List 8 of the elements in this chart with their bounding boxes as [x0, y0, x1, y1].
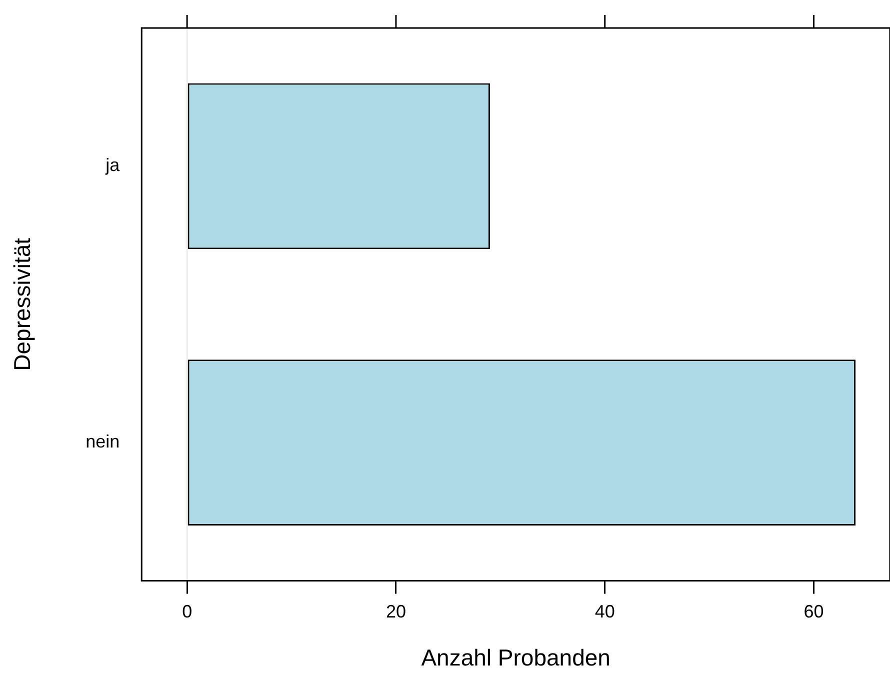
y-tick-label: nein: [86, 432, 120, 452]
x-axis-title: Anzahl Probanden: [421, 644, 610, 671]
y-tick-label: ja: [104, 155, 121, 176]
x-tick-label: 60: [804, 602, 824, 622]
y-axis-title: Depressivität: [9, 237, 36, 371]
x-tick-label: 0: [182, 602, 192, 622]
x-tick-label: 40: [594, 602, 615, 622]
x-tick-label: 20: [386, 602, 406, 622]
